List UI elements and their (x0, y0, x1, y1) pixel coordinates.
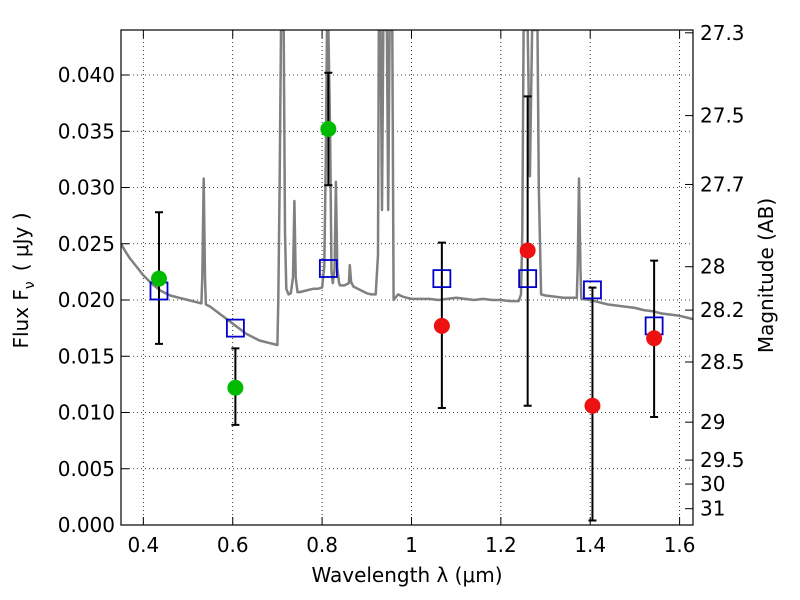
right-tick-label: 31 (700, 497, 725, 521)
photometry-point (646, 330, 663, 347)
right-tick-label: 29 (700, 410, 725, 434)
y-axis-label-main: Flux F (9, 289, 33, 348)
y-tick-label: 0.035 (58, 119, 115, 143)
axis-ticks: 0.4 0.6 0.8 1 1.2 1.4 1.6 0.000 0.005 0.010 0.015 0… (58, 21, 745, 557)
plot-border (120, 29, 694, 526)
model-photometry-square (432, 269, 452, 289)
x-tick-label: 1 (405, 533, 418, 557)
y-tick-label: 0.040 (58, 63, 115, 87)
photometry-point (433, 317, 450, 334)
right-tick-label: 27.3 (700, 21, 745, 45)
model-photometry-square (318, 259, 338, 278)
right-axis-label: Magnitude (AB) (754, 198, 778, 353)
y-axis-label: Flux Fν ( μJy ) (9, 212, 38, 348)
grid-lines (121, 30, 693, 525)
model-photometry-square (518, 269, 538, 289)
x-tick-label: 0.6 (217, 533, 249, 557)
y-axis-label-subscript: ν (22, 281, 38, 289)
right-tick-label: 27.7 (700, 172, 745, 196)
y-tick-label: 0.020 (58, 288, 115, 312)
y-tick-label: 0.025 (58, 232, 115, 256)
y-tick-label: 0.000 (58, 513, 115, 537)
x-axis-label: Wavelength λ (μm) (311, 563, 502, 587)
x-tick-label: 0.4 (127, 533, 159, 557)
photometry-points-series (150, 121, 663, 414)
photometry-point (584, 397, 601, 414)
model-photometry-series (149, 259, 664, 338)
photometry-point (519, 242, 536, 259)
right-tick-label: 29.5 (700, 448, 745, 472)
right-tick-label: 30 (700, 472, 725, 496)
x-tick-label: 1.4 (574, 533, 606, 557)
right-tick-label: 28.5 (700, 350, 745, 374)
photometry-point (227, 379, 244, 396)
photometry-point (320, 121, 337, 137)
model-photometry-square (225, 318, 245, 338)
photometry-point (150, 270, 167, 287)
spectrum-line (121, 30, 693, 347)
model-photometry-square (583, 280, 602, 300)
y-tick-label: 0.010 (58, 401, 115, 425)
model-spectrum-series (121, 30, 693, 347)
right-tick-label: 28.2 (700, 298, 745, 322)
y-tick-label: 0.030 (58, 176, 115, 200)
plot-frame (120, 29, 694, 526)
y-tick-label: 0.015 (58, 344, 115, 368)
y-axis-label-unit: ( μJy ) (9, 212, 33, 271)
y-tick-label: 0.005 (58, 457, 115, 481)
right-tick-label: 28 (700, 255, 725, 279)
right-tick-label: 27.5 (700, 104, 745, 128)
x-tick-label: 1.6 (664, 533, 696, 557)
x-tick-label: 0.8 (306, 533, 338, 557)
x-tick-label: 1.2 (485, 533, 517, 557)
